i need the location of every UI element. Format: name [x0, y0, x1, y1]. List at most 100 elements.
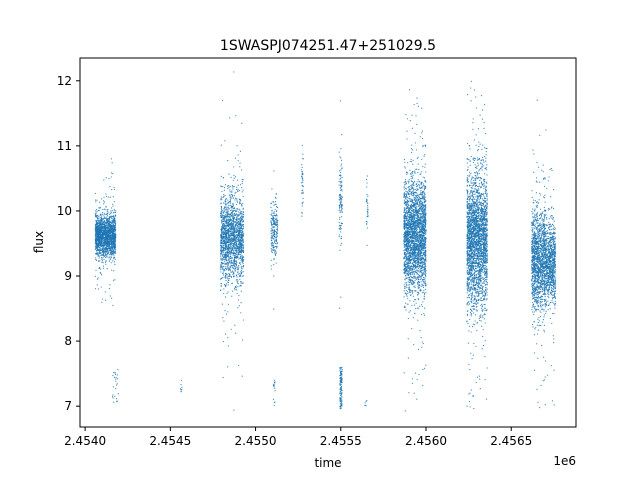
data-point	[275, 238, 277, 240]
data-point	[230, 237, 232, 239]
data-point	[413, 392, 415, 394]
data-point	[242, 246, 244, 248]
data-point	[340, 159, 343, 161]
data-point	[242, 266, 245, 268]
data-point	[222, 376, 224, 379]
data-point	[100, 252, 102, 254]
data-point	[411, 177, 414, 179]
data-point	[108, 246, 111, 248]
data-point	[102, 257, 104, 259]
data-point	[421, 130, 424, 132]
data-point	[227, 345, 229, 347]
data-point	[276, 245, 278, 248]
data-point	[242, 229, 244, 231]
data-point	[223, 208, 225, 210]
data-point	[239, 244, 241, 246]
data-point	[114, 252, 117, 254]
data-point	[223, 288, 225, 290]
data-point	[227, 206, 229, 208]
data-point	[224, 272, 227, 275]
data-point	[109, 228, 111, 230]
data-point	[422, 199, 424, 201]
data-point	[96, 216, 98, 218]
data-point	[366, 194, 368, 196]
data-point	[105, 247, 107, 249]
data-point	[226, 248, 228, 250]
data-point	[110, 215, 112, 217]
data-point	[113, 210, 115, 212]
data-point	[339, 225, 342, 227]
data-point	[275, 232, 278, 234]
data-point	[273, 217, 275, 220]
data-point	[236, 227, 238, 229]
data-point	[416, 97, 418, 99]
data-point	[231, 191, 233, 193]
data-point	[232, 290, 234, 292]
data-point	[414, 216, 416, 219]
data-point	[273, 257, 275, 260]
data-point	[271, 233, 273, 235]
data-point	[225, 259, 227, 261]
data-point	[100, 245, 102, 247]
data-point	[404, 178, 407, 181]
data-point	[411, 144, 413, 146]
data-point	[113, 254, 115, 256]
data-point	[242, 271, 244, 273]
data-point	[242, 275, 244, 277]
data-point	[220, 267, 222, 269]
data-point	[97, 225, 99, 228]
data-point	[229, 249, 231, 251]
data-point	[235, 244, 237, 246]
data-point	[105, 213, 107, 215]
data-point	[222, 317, 224, 319]
data-point	[230, 206, 232, 208]
data-point	[340, 236, 343, 238]
data-point	[242, 319, 245, 321]
data-point	[227, 185, 230, 187]
data-point	[229, 117, 231, 119]
data-point	[96, 278, 99, 280]
data-point	[407, 215, 409, 218]
data-point	[339, 227, 342, 229]
data-point	[274, 251, 276, 253]
data-point	[102, 267, 104, 269]
data-point	[233, 267, 235, 269]
data-point	[340, 210, 342, 212]
data-point	[110, 249, 113, 252]
data-point	[366, 199, 368, 201]
data-point	[235, 214, 237, 216]
data-point	[97, 209, 100, 211]
data-point	[240, 275, 242, 277]
data-point	[114, 248, 117, 250]
data-point	[98, 216, 100, 218]
data-point	[99, 217, 101, 219]
data-point	[103, 179, 105, 181]
data-point	[96, 240, 98, 242]
data-point	[339, 201, 341, 204]
data-point	[226, 221, 229, 223]
data-point	[227, 214, 229, 216]
data-point	[96, 248, 99, 250]
data-point	[413, 286, 415, 288]
data-point	[222, 340, 225, 343]
data-point	[272, 216, 274, 218]
data-point	[237, 160, 239, 162]
data-point	[112, 196, 114, 198]
data-point	[108, 251, 110, 253]
data-point	[423, 195, 425, 197]
data-point	[101, 261, 103, 263]
data-point	[239, 247, 241, 249]
data-point	[274, 245, 276, 248]
data-point	[112, 225, 114, 228]
data-point	[424, 281, 426, 283]
data-point	[421, 285, 423, 287]
data-point	[105, 237, 107, 240]
data-point	[220, 282, 222, 285]
data-point	[100, 286, 102, 288]
data-point	[235, 240, 237, 242]
data-point	[107, 220, 109, 222]
data-point	[114, 220, 116, 223]
data-point	[242, 282, 244, 284]
data-point	[234, 268, 236, 270]
data-point	[271, 250, 273, 252]
